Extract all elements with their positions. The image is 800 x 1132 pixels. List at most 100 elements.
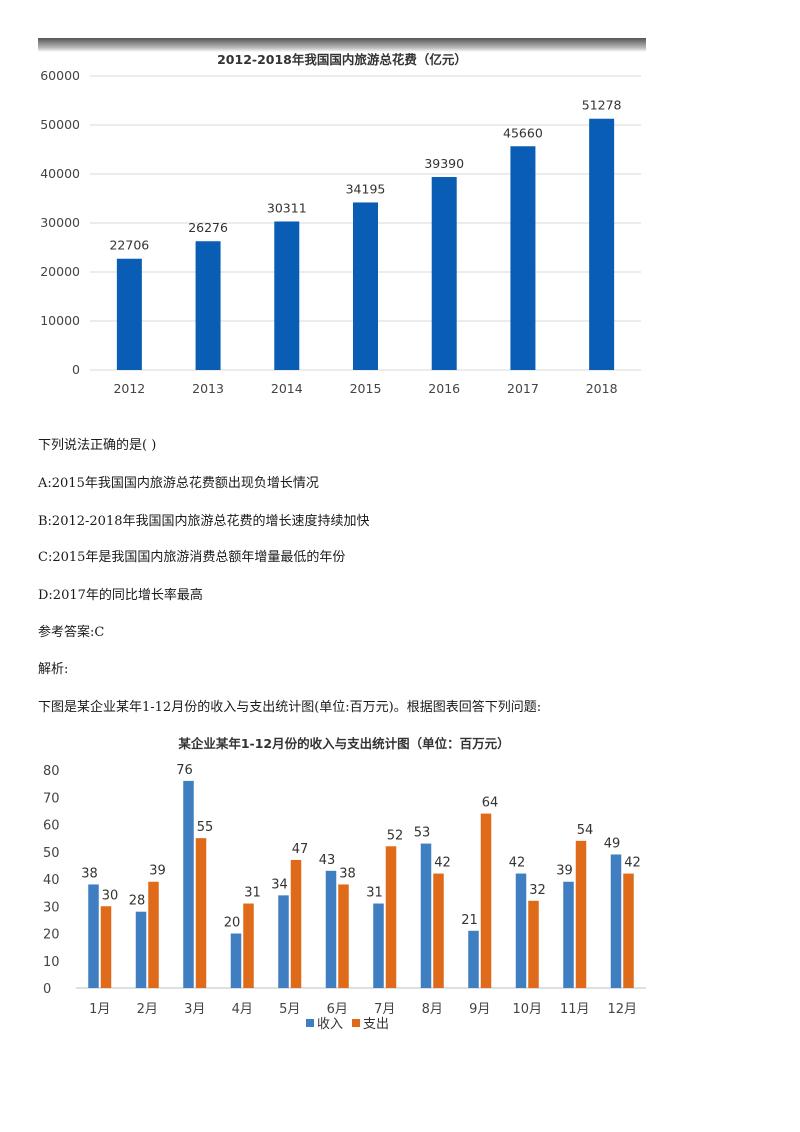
- bar: [575, 840, 587, 988]
- bar: [290, 859, 302, 988]
- data-label: 43: [319, 853, 336, 868]
- x-tick-label: 4月: [232, 1002, 253, 1017]
- x-tick-label: 2017: [507, 381, 539, 396]
- bar: [468, 930, 479, 988]
- y-tick-label: 40000: [40, 166, 80, 181]
- data-label: 38: [81, 866, 98, 881]
- legend-swatch: [306, 1019, 314, 1027]
- bar: [88, 884, 99, 988]
- bar: [278, 895, 289, 988]
- data-label: 42: [509, 856, 526, 871]
- bar: [480, 813, 492, 988]
- y-tick-label: 40: [43, 873, 60, 888]
- bar: [195, 838, 207, 988]
- data-label: 52: [387, 828, 404, 843]
- y-tick-label: 50000: [40, 117, 80, 132]
- bar: [373, 903, 384, 988]
- y-tick-label: 60000: [40, 68, 80, 83]
- data-label: 38: [339, 866, 356, 881]
- data-label: 30: [102, 888, 119, 903]
- bar: [420, 843, 432, 988]
- x-tick-label: 2012: [113, 381, 145, 396]
- bar: [100, 906, 112, 988]
- data-label: 54: [577, 823, 594, 838]
- x-tick-label: 2013: [192, 381, 224, 396]
- data-label: 34: [271, 877, 288, 892]
- x-tick-label: 12月: [607, 1002, 637, 1017]
- data-label: 28: [129, 894, 146, 909]
- data-label: 53: [414, 826, 431, 841]
- question-stem: 下列说法正确的是( ): [38, 438, 157, 453]
- data-label: 31: [244, 886, 261, 901]
- income-expense-chart: 某企业某年1-12月份的收入与支出统计图（单位：百万元） 0 10 20 30 40 50…: [38, 724, 650, 1044]
- data-label: 32: [529, 883, 546, 898]
- bar: [528, 900, 539, 988]
- bar: [116, 258, 142, 370]
- y-tick-label: 50: [43, 846, 60, 861]
- data-label: 42: [624, 856, 641, 871]
- x-tick-label: 2015: [350, 381, 382, 396]
- data-label: 39390: [424, 156, 464, 171]
- x-tick-label: 7月: [374, 1002, 395, 1017]
- x-tick-label: 3月: [184, 1002, 205, 1017]
- data-label: 49: [604, 836, 621, 851]
- data-label: 76: [176, 763, 193, 778]
- data-label: 55: [197, 820, 214, 835]
- x-tick-label: 10月: [512, 1002, 542, 1017]
- data-label: 30311: [267, 200, 307, 215]
- bar: [563, 881, 574, 988]
- x-tick-label: 5月: [279, 1002, 300, 1017]
- data-label: 39: [149, 864, 166, 879]
- bar: [274, 221, 300, 370]
- y-tick-label: 30: [43, 900, 60, 915]
- x-tick-label: 1月: [89, 1002, 110, 1017]
- data-label: 42: [434, 856, 451, 871]
- bar: [135, 911, 147, 988]
- x-tick-label: 2014: [271, 381, 303, 396]
- x-tick-label: 11月: [560, 1002, 590, 1017]
- chart-title: 某企业某年1-12月份的收入与支出统计图（单位：百万元）: [178, 736, 510, 751]
- chart-plot: 0102030405060708038301月28392月76553月20314…: [43, 763, 646, 1032]
- y-tick-label: 20000: [40, 264, 80, 279]
- x-tick-label: 9月: [469, 1002, 490, 1017]
- y-tick-label: 70: [43, 791, 60, 806]
- data-label: 34195: [346, 181, 386, 196]
- chart-header-bar: [38, 38, 646, 52]
- data-label: 20: [224, 916, 241, 931]
- data-label: 47: [292, 842, 309, 857]
- data-label: 31: [366, 886, 383, 901]
- tourism-spending-chart: 2012-2018年我国国内旅游总花费（亿元） 0 10000 20000 30000…: [38, 38, 646, 400]
- x-tick-label: 2018: [586, 381, 618, 396]
- y-tick-label: 0: [43, 982, 51, 997]
- data-label: 21: [461, 913, 478, 928]
- bar: [433, 873, 444, 988]
- y-tick-label: 0: [72, 362, 80, 377]
- y-tick-label: 20: [43, 928, 60, 943]
- y-tick-label: 30000: [40, 215, 80, 230]
- x-tick-label: 2016: [428, 381, 460, 396]
- option-c: C:2015年是我国国内旅游消费总额年增量最低的年份: [38, 550, 346, 565]
- data-label: 26276: [188, 220, 228, 235]
- next-question-intro: 下图是某企业某年1-12月份的收入与支出统计图(单位:百万元)。根据图表回答下列…: [38, 700, 542, 715]
- bar: [610, 854, 622, 988]
- bar: [148, 881, 159, 988]
- bar: [515, 873, 527, 988]
- bar: [623, 873, 634, 988]
- y-tick-label: 60: [43, 819, 60, 834]
- y-tick-label: 80: [43, 764, 60, 779]
- reference-answer: 参考答案:C: [38, 625, 105, 640]
- data-label: 39: [556, 864, 573, 879]
- bar: [325, 870, 337, 988]
- option-a: A:2015年我国国内旅游总花费额出现负增长情况: [38, 476, 319, 491]
- bar: [230, 933, 242, 988]
- x-tick-label: 6月: [327, 1002, 348, 1017]
- x-tick-label: 2月: [137, 1002, 158, 1017]
- legend-label: 支出: [363, 1017, 389, 1032]
- y-tick-label: 10000: [40, 313, 80, 328]
- option-b: B:2012-2018年我国国内旅游总花费的增长速度持续加快: [38, 514, 370, 529]
- data-label: 64: [482, 796, 499, 811]
- data-label: 22706: [109, 238, 149, 253]
- bar: [353, 202, 378, 370]
- legend-label: 收入: [317, 1017, 343, 1032]
- bar: [195, 241, 221, 370]
